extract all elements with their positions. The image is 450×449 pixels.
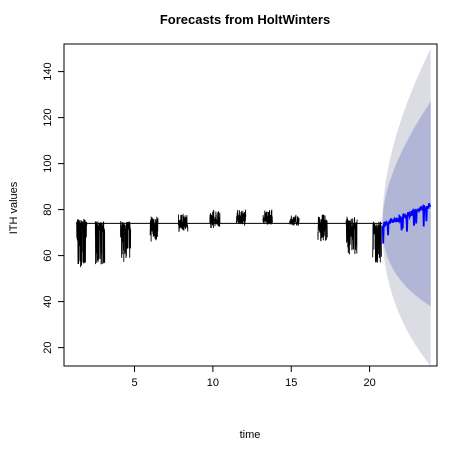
plot-frame [63,43,438,367]
x-tick-label: 10 [207,377,219,389]
observed-segment-3 [119,221,132,262]
observed-segment-2 [94,221,106,265]
x-tick-label: 15 [285,377,297,389]
x-tick-label: 20 [363,377,375,389]
band-80 [382,101,431,307]
y-tick-label: 140 [42,62,54,80]
observed-segment-4 [149,216,159,242]
y-tick-label: 80 [42,203,54,215]
observed-segment-5 [177,213,189,232]
y-tick-label: 20 [42,341,54,353]
y-tick-label: 40 [42,295,54,307]
observed-segment-10 [317,214,328,242]
observed-segment-9 [289,214,300,226]
y-tick-label: 120 [42,108,54,126]
forecast-mean-line [381,202,432,244]
x-axis: 5 10 15 20 [131,366,376,389]
observed-segment-6 [209,209,221,229]
chart-title: Forecasts from HoltWinters [160,12,330,27]
x-axis-label: time [240,429,261,441]
observed-segment-7 [235,209,247,226]
y-tick-label: 100 [42,154,54,172]
x-tick-label: 5 [131,377,137,389]
y-axis-label: ITH values [8,181,20,234]
plot-area [76,48,432,366]
observed-segment-12 [372,221,382,263]
observed-segment-1 [76,219,88,268]
y-tick-label: 60 [42,249,54,261]
y-axis: 20 40 60 80 100 120 140 [42,62,64,354]
observed-segment-8 [262,209,273,225]
observed-segment-11 [345,216,358,255]
